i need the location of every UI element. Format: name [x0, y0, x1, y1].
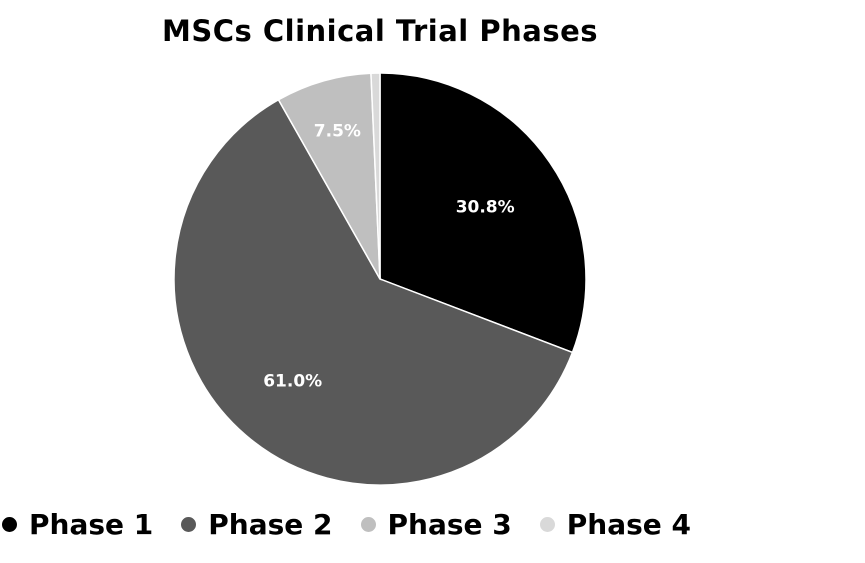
chart-title: MSCs Clinical Trial Phases [161, 14, 599, 48]
pie-slices [173, 72, 587, 486]
pie-labels: 30.8% 61.0% 7.5% [263, 121, 514, 391]
legend-swatch [360, 516, 376, 532]
legend-swatch [539, 516, 555, 532]
data-label-phase-1: 30.8% [456, 198, 515, 218]
pie-slice-phase-3 [277, 72, 381, 280]
legend-item-phase-1: Phase 1 [2, 508, 153, 541]
pie-slice-phase-2 [173, 98, 574, 486]
legend-swatch [181, 516, 197, 532]
legend-item-phase-2: Phase 2 [181, 507, 333, 541]
legend-swatch [2, 516, 17, 532]
legend-label: Phase 4 [566, 507, 691, 541]
pie-slice-phase-4 [370, 72, 381, 280]
legend-label: Phase 1 [29, 507, 154, 541]
pie-slice-phase-1 [379, 72, 587, 354]
data-label-phase-3: 7.5% [314, 121, 361, 141]
data-label-phase-2: 61.0% [263, 372, 322, 392]
legend-item-phase-4: Phase 4 [539, 507, 691, 541]
pie-chart: 30.8% 61.0% 7.5% [173, 72, 587, 486]
legend-item-phase-3: Phase 3 [360, 507, 512, 541]
legend: Phase 1 Phase 2 Phase 3 Phase 4 [0, 500, 865, 548]
legend-label: Phase 2 [208, 507, 333, 541]
legend-label: Phase 3 [387, 507, 512, 541]
